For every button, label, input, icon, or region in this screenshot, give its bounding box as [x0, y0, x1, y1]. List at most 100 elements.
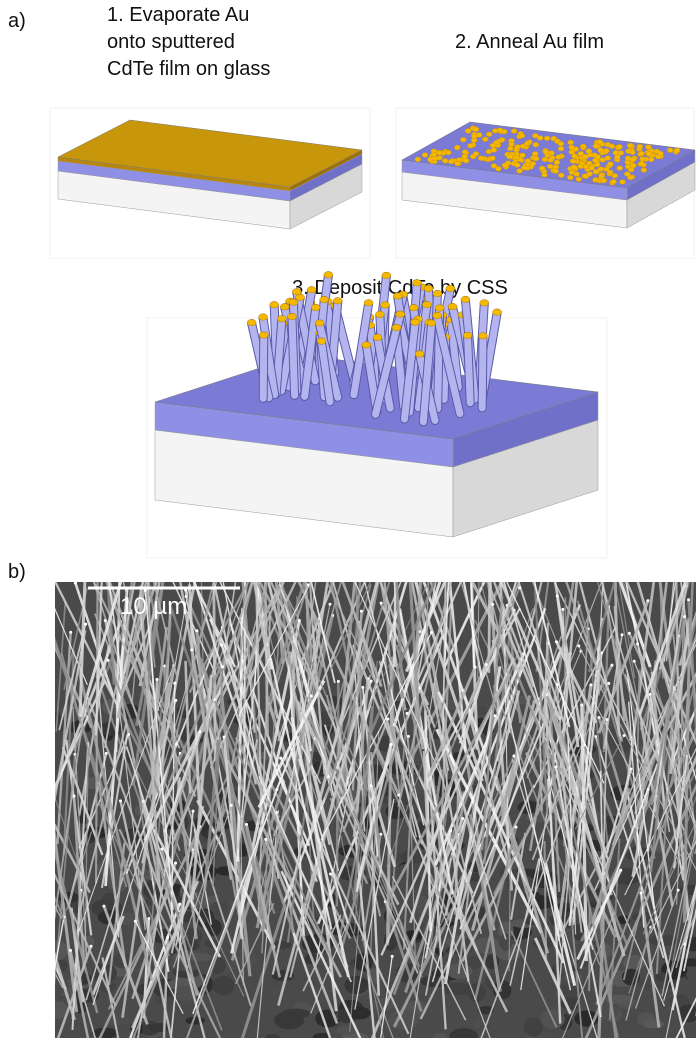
wire-tip [221, 665, 224, 668]
au-particle [468, 143, 474, 148]
wire-tip [361, 548, 364, 551]
wire-tip [601, 564, 604, 567]
wire-tip [474, 666, 477, 669]
au-tip [259, 314, 268, 320]
wire [0, 761, 41, 964]
au-particle [630, 163, 636, 168]
au-tip [324, 272, 333, 278]
au-particle [626, 149, 632, 154]
au-tip [446, 285, 455, 291]
au-particle [667, 148, 673, 153]
wire-tip [220, 644, 223, 647]
wire [0, 802, 63, 987]
wire-tip [418, 686, 421, 689]
au-tip [287, 313, 296, 319]
au-particle [570, 159, 576, 164]
wire-tip [554, 765, 557, 768]
wire-tip [537, 362, 540, 365]
au-particle [422, 153, 428, 158]
wire-tip [322, 545, 325, 548]
au-particle [506, 154, 512, 159]
au-particle [521, 165, 527, 170]
au-tip [364, 300, 373, 306]
au-particle [445, 150, 451, 155]
au-particle [470, 154, 476, 159]
au-particle [592, 177, 598, 182]
au-particle [645, 145, 651, 150]
grain [524, 1017, 543, 1036]
wire-tip [405, 712, 408, 715]
wire-tip [275, 577, 278, 580]
wire-tip [515, 825, 518, 828]
au-particle [520, 144, 526, 149]
wire-tip [667, 480, 670, 483]
schematics [58, 120, 695, 537]
au-particle [558, 173, 564, 178]
au-particle [539, 166, 545, 171]
au-tip [433, 312, 442, 318]
wire [11, 964, 41, 1038]
au-particle [630, 157, 636, 162]
au-particle [638, 161, 644, 166]
wire-tip [195, 629, 198, 632]
wire-tip [69, 949, 72, 952]
wire-tip [677, 889, 680, 892]
wire-tip [230, 804, 233, 807]
wire-tip [245, 823, 248, 826]
au-particle [486, 132, 492, 137]
wire-tip [619, 869, 622, 872]
au-particle [603, 148, 609, 153]
wire-tip [577, 644, 580, 647]
au-tip [247, 319, 256, 325]
au-tip [427, 320, 436, 326]
au-particle [657, 151, 663, 156]
wire-tip [127, 733, 130, 736]
au-particle [442, 158, 448, 163]
au-particle [507, 146, 513, 151]
au-particle [463, 158, 469, 163]
au-particle [490, 143, 496, 148]
au-particle [514, 155, 520, 160]
au-particle [569, 145, 575, 150]
wire-tip [156, 678, 159, 681]
wire-tip [147, 917, 150, 920]
wire-tip [589, 683, 592, 686]
au-particle [576, 177, 582, 182]
wire-tip [174, 862, 177, 865]
au-tip [411, 319, 420, 325]
au-particle [627, 143, 633, 148]
wire-tip [199, 730, 202, 733]
au-particle [567, 175, 573, 180]
wire [0, 824, 42, 998]
au-particle [489, 156, 495, 161]
au-particle [569, 170, 575, 175]
wire-tip [279, 757, 282, 760]
wire-tip [296, 577, 299, 580]
au-particle [544, 136, 550, 141]
wire [13, 829, 62, 919]
wire [489, 501, 491, 673]
wire-tip [32, 596, 35, 599]
au-particle [616, 144, 622, 149]
au-tip [270, 302, 279, 308]
panel-label: a) [8, 10, 26, 32]
wire-tip [19, 527, 22, 530]
au-particle [609, 144, 615, 149]
wire-tip [73, 795, 76, 798]
wire-tip [391, 955, 394, 958]
au-tip [413, 280, 422, 286]
au-particle [547, 164, 553, 169]
au-particle [607, 170, 613, 175]
au-particle [558, 146, 564, 151]
grain [148, 1023, 169, 1032]
wire-tip [548, 545, 551, 548]
au-particle [553, 169, 559, 174]
wire-tip [597, 716, 600, 719]
wire [0, 682, 64, 919]
au-particle [597, 140, 603, 145]
au-particle [674, 148, 680, 153]
wire-tip [294, 552, 297, 555]
wire-tip [178, 903, 181, 906]
au-tip [373, 334, 382, 340]
au-particle [586, 149, 592, 154]
